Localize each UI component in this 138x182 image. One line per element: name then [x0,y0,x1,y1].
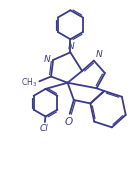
Text: O: O [65,117,73,127]
Text: N: N [95,50,102,59]
Text: Cl: Cl [40,124,49,133]
Text: N: N [68,42,74,51]
Text: CH$_3$: CH$_3$ [21,76,37,89]
Text: N: N [44,55,51,64]
